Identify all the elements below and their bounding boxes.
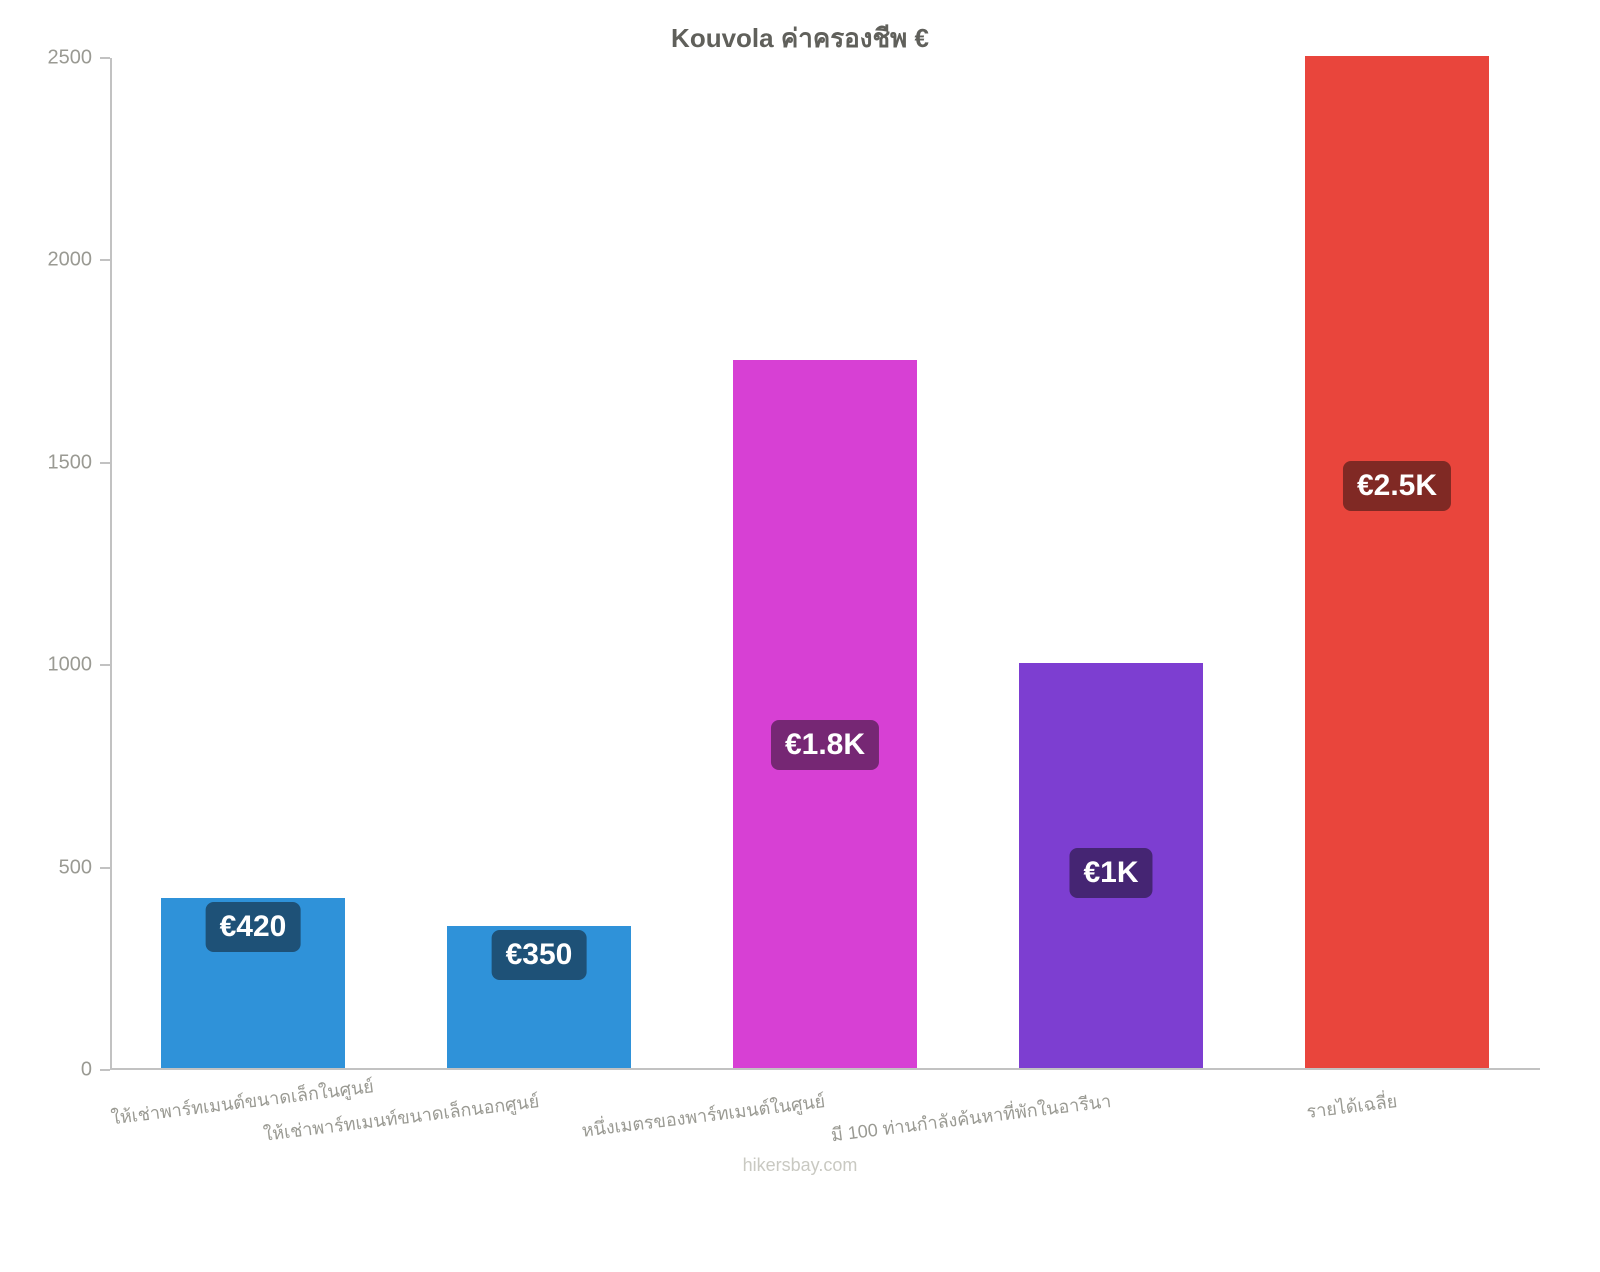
attribution-text: hikersbay.com <box>743 1155 858 1176</box>
y-tick <box>100 867 110 869</box>
value-badge: €350 <box>492 930 587 980</box>
y-tick <box>100 462 110 464</box>
y-tick <box>100 1069 110 1071</box>
chart-title: Kouvola ค่าครองชีพ € <box>671 18 929 59</box>
value-badge: €1K <box>1069 848 1152 898</box>
y-tick-label: 0 <box>81 1059 92 1082</box>
bar: €1.8K <box>733 360 916 1068</box>
y-tick <box>100 664 110 666</box>
value-badge: €2.5K <box>1343 461 1451 511</box>
bar: €2.5K <box>1305 56 1488 1068</box>
value-badge: €420 <box>206 902 301 952</box>
y-tick-label: 2000 <box>48 249 93 272</box>
y-tick-label: 500 <box>59 856 92 879</box>
value-badge: €1.8K <box>771 720 879 770</box>
y-tick-label: 1000 <box>48 654 93 677</box>
y-tick-label: 2500 <box>48 47 93 70</box>
x-axis-line <box>110 1068 1540 1070</box>
bar: €420 <box>161 898 344 1068</box>
y-tick <box>100 57 110 59</box>
y-tick-label: 1500 <box>48 451 93 474</box>
y-tick <box>100 259 110 261</box>
plot-area: 05001000150020002500€420ให้เช่าพาร์ทเมนต… <box>110 58 1540 1070</box>
bar: €1K <box>1019 663 1202 1068</box>
chart-container: Kouvola ค่าครองชีพ € 0500100015002000250… <box>0 0 1600 1200</box>
y-axis-line <box>110 58 112 1070</box>
bar: €350 <box>447 926 630 1068</box>
